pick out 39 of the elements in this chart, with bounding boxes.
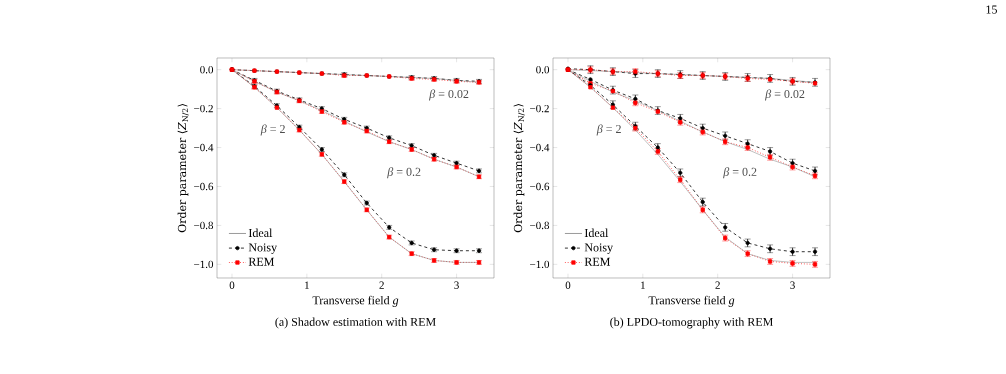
legend-label: Noisy xyxy=(584,243,614,254)
x-tick-label: 1 xyxy=(305,281,309,289)
annotation: β = 0.2 xyxy=(723,167,757,179)
x-tick-label: 3 xyxy=(454,281,459,289)
x-tick-label: 3 xyxy=(790,281,795,289)
annotation: β = 2 xyxy=(260,124,285,136)
text: (a) Shadow estimation with REM xyxy=(275,317,436,329)
text: 15 xyxy=(986,5,997,14)
x-tick-label: 2 xyxy=(379,281,384,289)
y-tick-label: −0.8 xyxy=(530,221,550,230)
x-tick-label: 1 xyxy=(641,281,645,289)
y-tick-label: −0.8 xyxy=(194,221,214,230)
annotation: β = 0.02 xyxy=(765,89,805,101)
y-tick-label: 0.0 xyxy=(536,65,550,74)
y-axis-title: Order parameter ⟨Z$_{N/2}$⟩ xyxy=(513,104,525,233)
legend-label: REM xyxy=(584,257,611,266)
legend-label: Ideal xyxy=(248,228,273,237)
y-axis-title: Order parameter ⟨Z$_{N/2}$⟩ xyxy=(177,104,189,233)
annotation: β = 0.02 xyxy=(429,89,469,101)
x-tick-label: 2 xyxy=(715,281,720,289)
y-tick-label: −1.0 xyxy=(530,260,550,269)
y-tick-label: −0.2 xyxy=(530,104,549,113)
y-tick-label: 0.0 xyxy=(200,65,214,74)
annotation: β = 0.2 xyxy=(387,167,421,179)
x-axis-title: Transverse field g xyxy=(648,295,735,307)
annotation: β = 2 xyxy=(596,124,621,136)
y-tick-label: −0.2 xyxy=(194,104,213,113)
x-tick-label: 0 xyxy=(229,281,235,289)
y-tick-label: −0.6 xyxy=(194,182,214,191)
y-tick-label: −1.0 xyxy=(194,260,214,269)
y-tick-label: −0.4 xyxy=(530,143,550,152)
text: (b) LPDO-tomography with REM xyxy=(610,317,773,329)
x-tick-label: 0 xyxy=(565,281,571,289)
y-tick-label: −0.6 xyxy=(530,182,550,191)
x-axis-title: Transverse field g xyxy=(312,295,399,307)
legend-label: REM xyxy=(248,257,275,266)
legend-label: Ideal xyxy=(584,228,609,237)
y-tick-label: −0.4 xyxy=(194,143,214,152)
legend-label: Noisy xyxy=(248,243,278,254)
